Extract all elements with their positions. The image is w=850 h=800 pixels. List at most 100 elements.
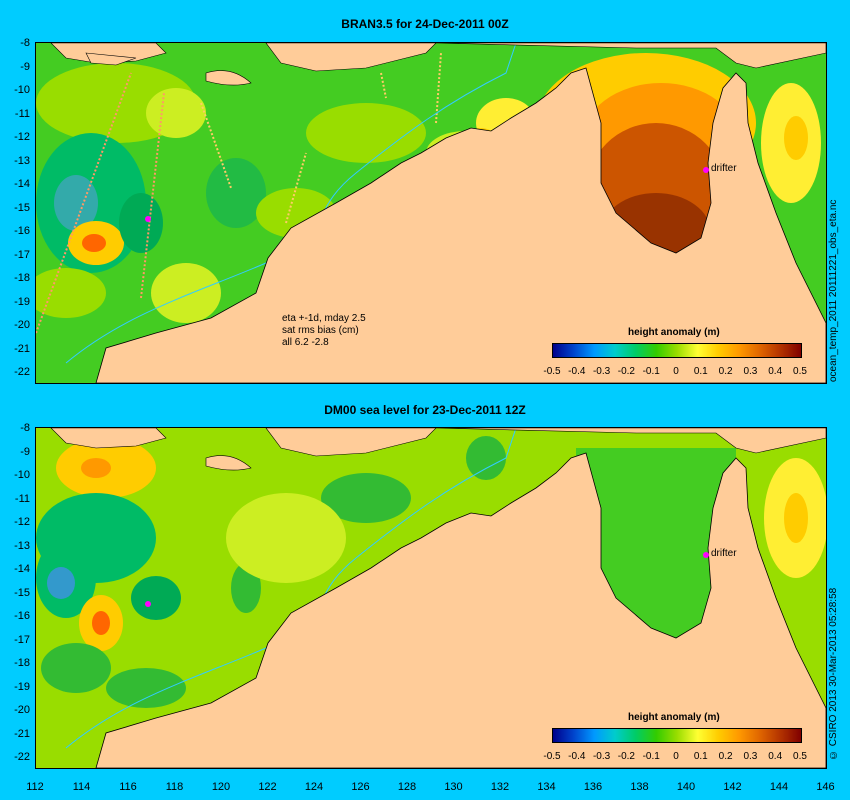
bottom-colorbar-title: height anomaly (m) <box>628 712 720 723</box>
colorbar-tick-label: -0.4 <box>568 751 586 762</box>
x-tick-label: 118 <box>165 781 184 793</box>
x-tick-label: 122 <box>258 781 277 793</box>
drifter-marker <box>145 601 151 607</box>
satellite-track <box>200 102 232 189</box>
y-tick-label: -8 <box>20 422 30 434</box>
y-tick-label: -19 <box>14 295 30 308</box>
x-tick-label: 116 <box>119 781 137 793</box>
bottom-anomaly-patch <box>466 436 506 480</box>
australia-landmass <box>95 67 826 383</box>
y-tick-label: -17 <box>14 633 30 646</box>
x-tick-label: 144 <box>769 781 789 793</box>
island-timor <box>265 428 437 457</box>
colorbar-tick-label: 0.1 <box>693 751 708 762</box>
bottom-anomaly-patch <box>47 567 75 599</box>
colorbar-tick-label: 0.2 <box>718 751 733 762</box>
colorbar-tick-label: 0.4 <box>768 751 783 762</box>
y-tick-label: -20 <box>14 319 30 331</box>
satellite-track <box>380 72 387 99</box>
y-tick-label: -14 <box>14 563 30 575</box>
colorbar-tick-label: 0 <box>673 751 679 762</box>
bottom-anomaly-patch <box>784 493 808 543</box>
y-tick-label: -12 <box>14 516 30 528</box>
x-tick-label: 126 <box>351 781 370 793</box>
y-tick-label: -8 <box>20 37 30 49</box>
y-tick-label: -18 <box>14 272 30 284</box>
bottom-side-label: © CSIRO 2013 30-Mar-2013 05:28:58 <box>828 587 839 760</box>
bottom-map-field <box>36 428 826 768</box>
x-tick-label: 140 <box>676 781 696 793</box>
y-tick-label: -20 <box>14 704 30 716</box>
stats-line: sat rms bias (cm) <box>282 325 359 336</box>
y-tick-label: -9 <box>20 445 30 458</box>
colorbar-tick-label: -0.5 <box>543 366 561 377</box>
x-tick-label: 138 <box>630 781 649 793</box>
island-new-guinea <box>435 428 826 454</box>
stats-line: all 6.2 -2.8 <box>282 337 329 348</box>
y-tick-label: -22 <box>14 751 30 763</box>
y-tick-label: -18 <box>14 657 30 669</box>
drifter-marker <box>703 167 709 173</box>
bottom-panel-title: DM00 sea level for 23-Dec-2011 12Z <box>324 403 526 417</box>
top-colorbar-title: height anomaly (m) <box>628 327 720 338</box>
x-tick-label: 114 <box>72 781 91 793</box>
colorbar-tick-label: 0.5 <box>793 366 807 377</box>
x-tick-label: 130 <box>444 781 463 793</box>
y-tick-label: -16 <box>14 225 30 237</box>
y-tick-label: -21 <box>14 342 30 355</box>
bottom-anomaly-patch <box>41 643 111 693</box>
colorbar-tick-label: 0.4 <box>768 366 783 377</box>
bottom-anomaly-patch <box>131 576 181 620</box>
y-tick-label: -16 <box>14 610 30 622</box>
colorbar-tick-label: 0.3 <box>743 366 758 377</box>
top-map <box>35 42 827 384</box>
y-tick-label: -21 <box>14 727 30 740</box>
top-anomaly-patch <box>119 193 163 253</box>
colorbar-tick-label: 0 <box>673 366 679 377</box>
y-tick-label: -9 <box>20 60 30 73</box>
bottom-map <box>35 427 827 769</box>
top-anomaly-patch <box>206 158 266 228</box>
colorbar-tick-label: 0.2 <box>718 366 733 377</box>
australia-landmass <box>95 452 826 768</box>
x-tick-label: 124 <box>304 781 324 793</box>
y-tick-label: -13 <box>14 154 30 167</box>
colorbar-tick-label: -0.2 <box>617 751 635 762</box>
x-tick-label: 128 <box>397 781 417 793</box>
island-sumba <box>205 455 252 471</box>
top-anomaly-patch <box>54 175 98 231</box>
x-tick-label: 132 <box>490 781 510 793</box>
bottom-drifter-label: drifter <box>711 548 737 559</box>
top-panel-title: BRAN3.5 for 24-Dec-2011 00Z <box>341 17 509 31</box>
island <box>85 52 137 66</box>
y-tick-label: -13 <box>14 539 30 552</box>
top-anomaly-patch <box>146 88 206 138</box>
stats-line: eta +-1d, mday 2.5 <box>282 313 366 324</box>
island-timor <box>265 43 437 72</box>
top-anomaly-patch <box>306 103 426 163</box>
colorbar-tick-label: -0.3 <box>592 751 611 762</box>
bottom-anomaly-patch <box>106 668 186 708</box>
colorbar-tick-label: 0.5 <box>793 751 807 762</box>
y-tick-label: -11 <box>14 107 30 120</box>
x-tick-label: 112 <box>26 781 44 793</box>
y-tick-label: -10 <box>14 84 30 96</box>
colorbar-tick-label: -0.4 <box>568 366 586 377</box>
bottom-anomaly-patch <box>321 473 411 523</box>
top-side-label: ocean_temp_2011 20111221_obs_eta.nc <box>828 199 839 382</box>
y-tick-label: -15 <box>14 201 30 214</box>
top-anomaly-patch <box>151 263 221 323</box>
satellite-track <box>285 152 307 224</box>
x-tick-label: 136 <box>583 781 603 793</box>
top-anomaly-patch <box>784 116 808 160</box>
top-colorbar <box>552 343 802 358</box>
bottom-anomaly-patch <box>81 458 111 478</box>
colorbar-tick-label: -0.1 <box>642 366 660 377</box>
bottom-colorbar <box>552 728 802 743</box>
island <box>50 428 167 449</box>
y-tick-label: -10 <box>14 469 30 481</box>
y-tick-label: -17 <box>14 248 30 261</box>
colorbar-tick-label: -0.2 <box>617 366 635 377</box>
drifter-marker <box>145 216 151 222</box>
y-tick-label: -11 <box>14 492 30 505</box>
